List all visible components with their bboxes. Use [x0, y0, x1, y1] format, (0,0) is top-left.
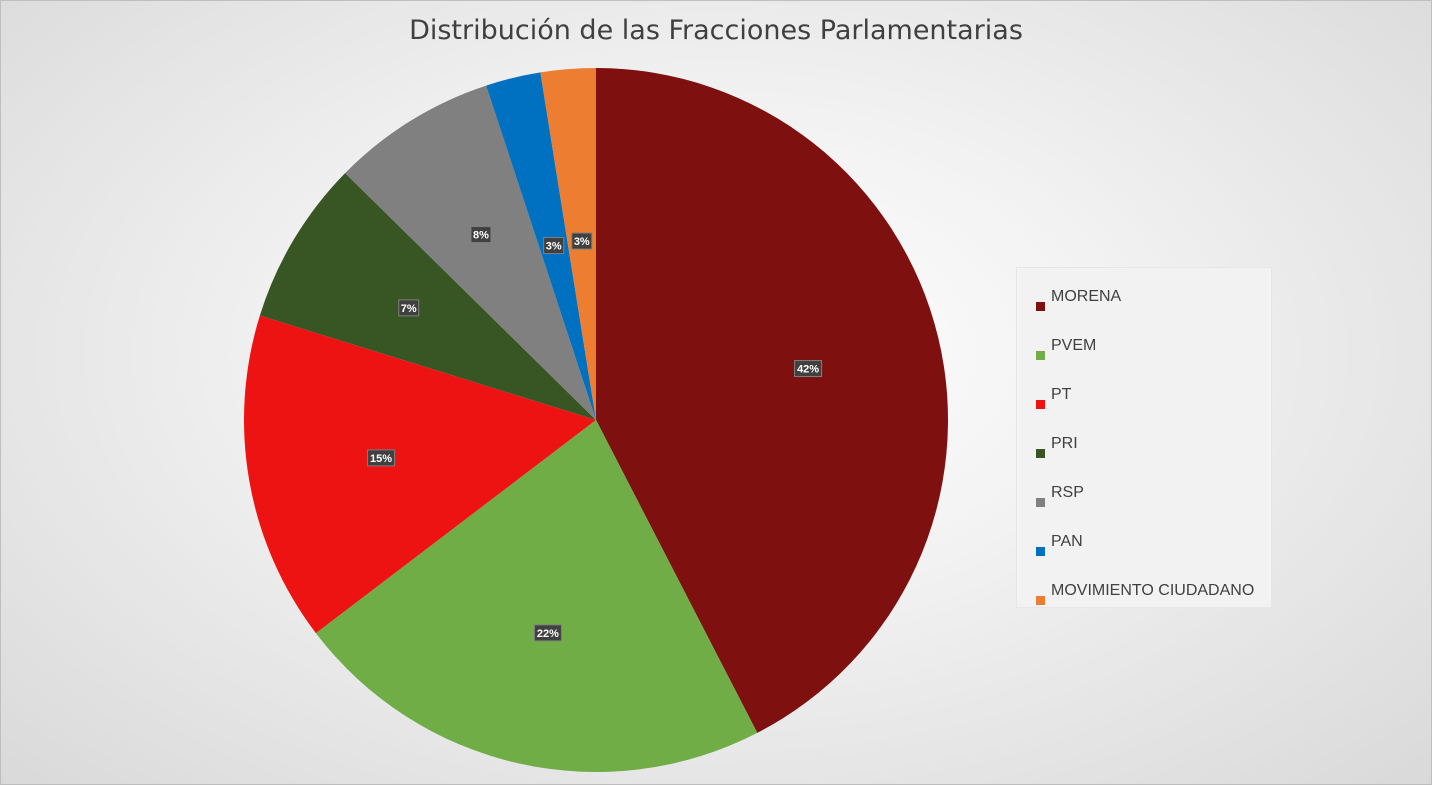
pie-slices [243, 68, 949, 772]
data-label-text: 22% [537, 628, 559, 640]
legend-label: MORENA [1051, 288, 1122, 305]
data-label-box [470, 226, 492, 244]
legend-swatch [1036, 302, 1045, 311]
data-label-box [543, 237, 565, 255]
data-label-text: 8% [473, 230, 489, 242]
data-label-box [794, 360, 823, 378]
pie-slice-rsp [345, 85, 596, 421]
data-label: 3% [543, 237, 565, 255]
data-label: 8% [470, 226, 492, 244]
legend-swatch [1036, 498, 1045, 507]
pie-slice-pri [259, 173, 596, 420]
legend-label: PT [1051, 386, 1072, 403]
legend-label: PAN [1051, 533, 1083, 550]
legend-label: PVEM [1051, 337, 1097, 354]
legend: MORENA PVEM PT PRI RSP PAN MOVIMIENTO CIUDADAN… [1016, 267, 1272, 608]
data-label-text: 3% [546, 241, 562, 253]
legend-item-pvem: PVEM [1017, 331, 1271, 380]
legend-swatch [1036, 449, 1045, 458]
legend-swatch [1036, 596, 1045, 605]
data-label: 3% [571, 232, 593, 250]
legend-item-pri: PRI [1017, 429, 1271, 478]
legend-swatch [1036, 547, 1045, 556]
data-label-text: 42% [797, 364, 819, 376]
legend-label: PRI [1051, 435, 1078, 452]
legend-swatch [1036, 400, 1045, 409]
data-label-box [367, 449, 396, 467]
data-label-text: 3% [574, 236, 590, 248]
legend-item-morena: MORENA [1017, 282, 1271, 331]
pie-slice-movimiento-ciudadano [540, 68, 596, 420]
pie-slice-pt [243, 315, 596, 634]
legend-item-rsp: RSP [1017, 478, 1271, 527]
data-label: 15% [367, 449, 396, 467]
pie-slice-pvem [315, 420, 758, 772]
data-label-box [533, 624, 562, 642]
legend-item-pan: PAN [1017, 527, 1271, 576]
data-label-box [398, 299, 420, 317]
legend-item-pt: PT [1017, 380, 1271, 429]
legend-label: MOVIMIENTO CIUDADANO [1051, 582, 1255, 599]
data-label: 42% [794, 360, 823, 378]
legend-item-movimiento-ciudadano: MOVIMIENTO CIUDADANO [1017, 576, 1271, 625]
data-label: 22% [533, 624, 562, 642]
chart-title: Distribución de las Fracciones Parlament… [409, 15, 1023, 46]
legend-label: RSP [1051, 484, 1084, 501]
legend-swatch [1036, 351, 1045, 360]
data-label-text: 15% [370, 453, 392, 465]
data-label-text: 7% [401, 303, 417, 315]
data-label-box [571, 232, 593, 250]
data-label: 7% [398, 299, 420, 317]
pie-slice-morena [596, 68, 949, 733]
pie-slice-pan [486, 72, 596, 420]
pie-data-labels: 42% 22% 15% 7% 8% 3% 3% [367, 226, 823, 642]
